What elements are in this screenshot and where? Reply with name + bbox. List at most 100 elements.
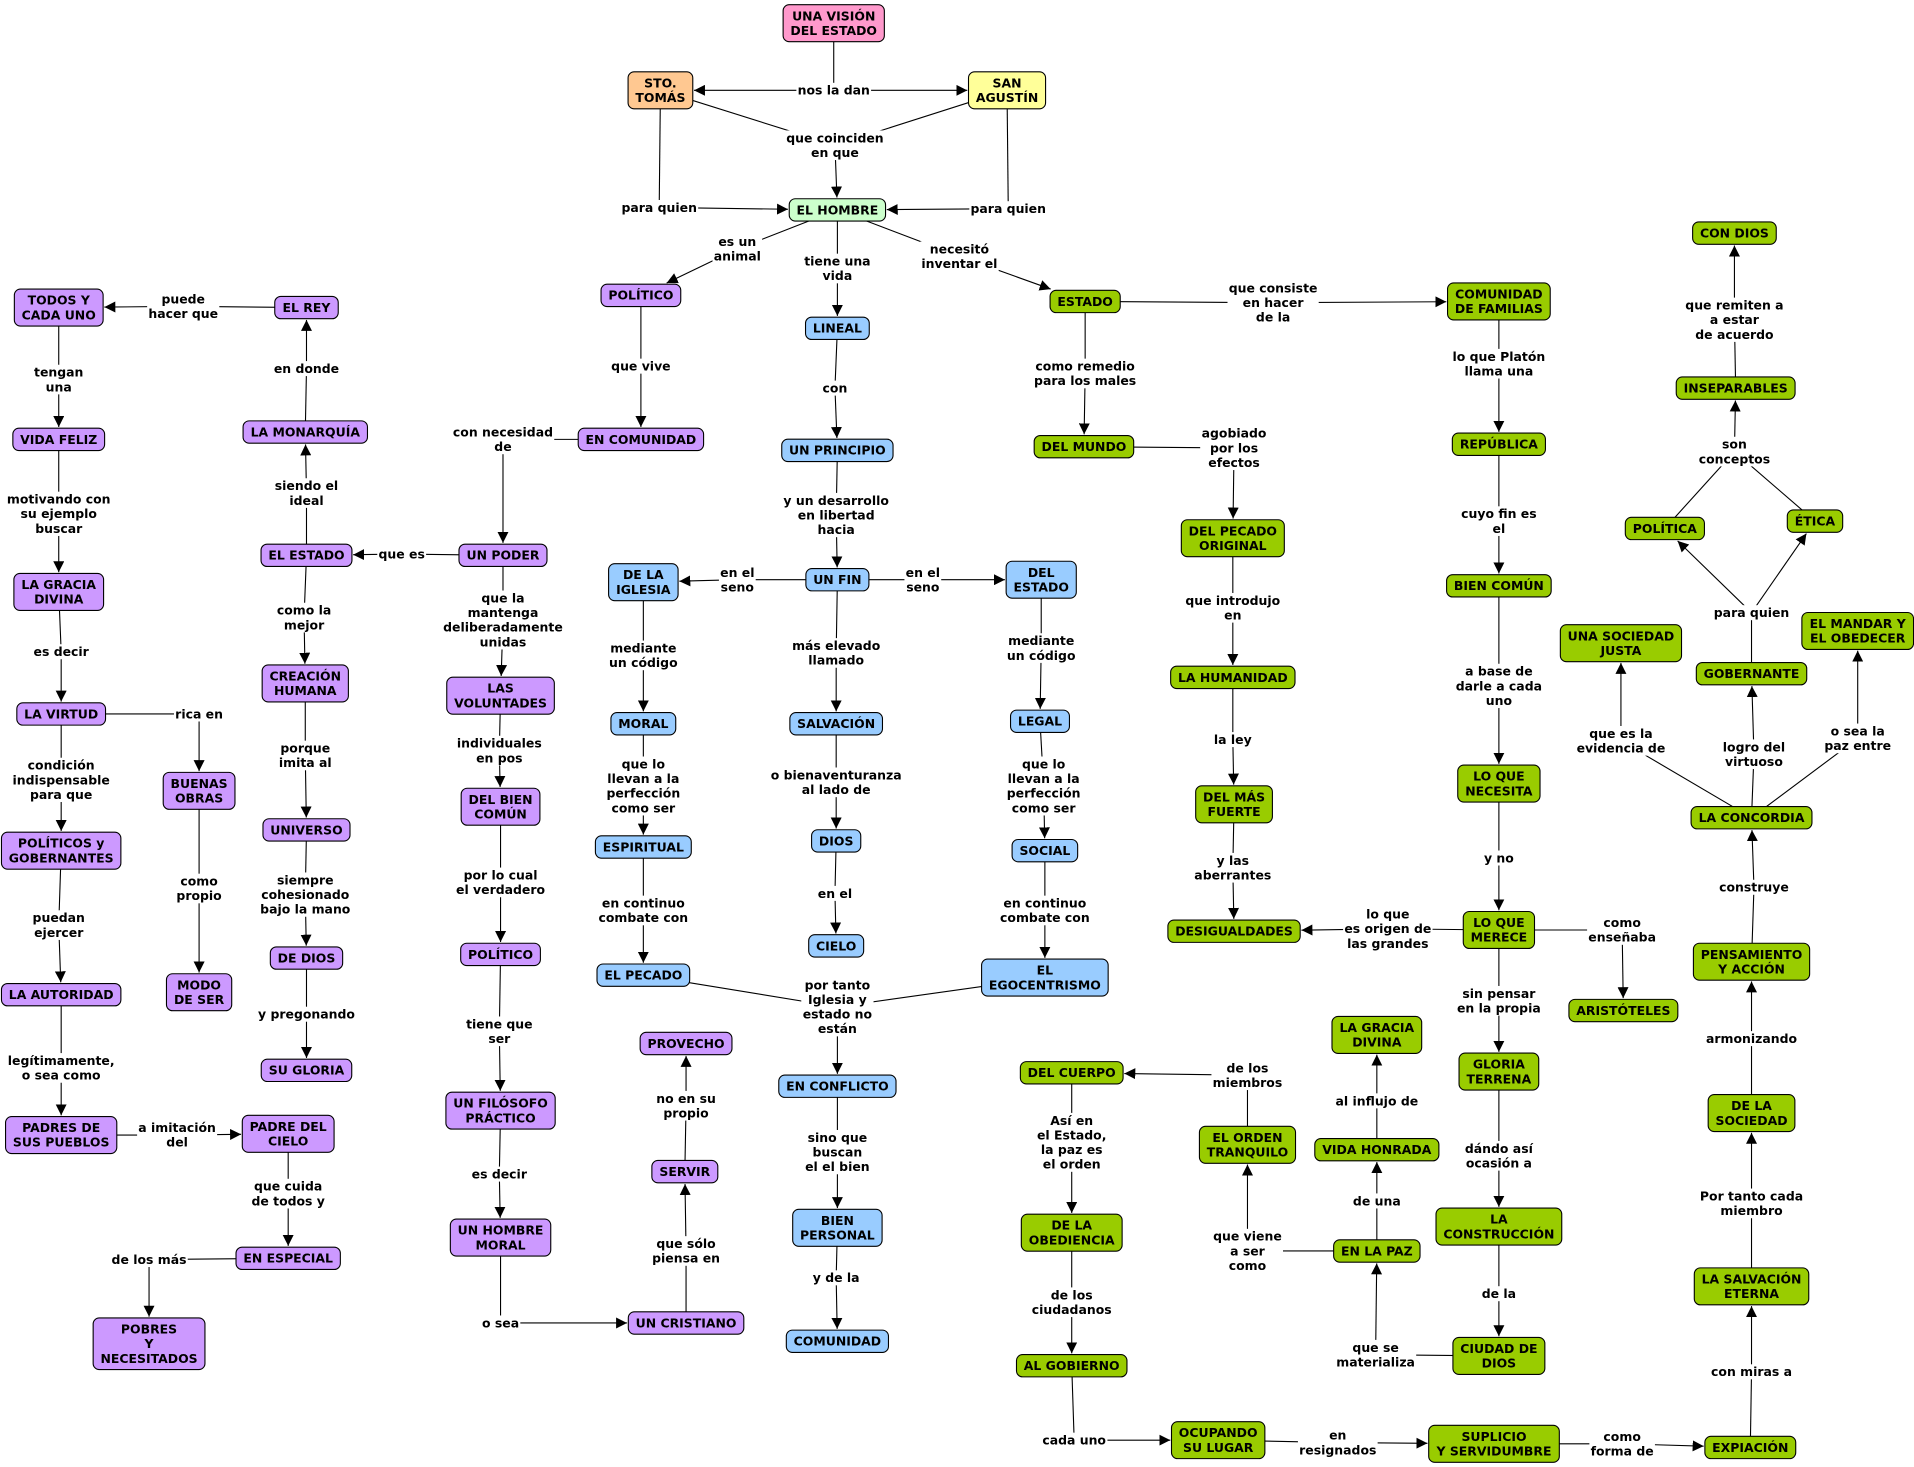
concept-politicos-y-gobernantes[interactable]: POLÍTICOS y GOBERNANTES: [0, 831, 122, 870]
concept-en-comunidad[interactable]: EN COMUNIDAD: [577, 427, 705, 452]
concept-la-concordia[interactable]: LA CONCORDIA: [1690, 806, 1813, 830]
concept-comunidad-de-familias[interactable]: COMUNIDAD DE FAMILIAS: [1447, 282, 1551, 321]
concept-ciudad-de-dios[interactable]: CIUDAD DE DIOS: [1452, 1336, 1546, 1375]
concept-lo-que-necesita[interactable]: LO QUE NECESITA: [1457, 764, 1541, 803]
concept-padres-de-sus-pueblos[interactable]: PADRES DE SUS PUEBLOS: [5, 1115, 118, 1155]
concept-un-fin[interactable]: UN FIN: [805, 568, 870, 592]
concept-la-humanidad[interactable]: LA HUMANIDAD: [1170, 665, 1296, 690]
concept-social[interactable]: SOCIAL: [1011, 838, 1079, 863]
concept-un-hombre-moral[interactable]: UN HOMBRE MORAL: [449, 1218, 552, 1257]
concept-ocupando-su-lugar[interactable]: OCUPANDO SU LUGAR: [1170, 1421, 1266, 1460]
concept-el-mandar-y-el-obedecer[interactable]: EL MANDAR Y EL OBEDECER: [1801, 611, 1914, 651]
concept-estado[interactable]: ESTADO: [1049, 289, 1121, 314]
concept-en-especial[interactable]: EN ESPECIAL: [235, 1246, 341, 1271]
concept-de-la-sociedad[interactable]: DE LA SOCIEDAD: [1707, 1094, 1796, 1133]
concept-en-la-paz[interactable]: EN LA PAZ: [1333, 1239, 1421, 1263]
concept-la-gracia-divina[interactable]: LA GRACIA DIVINA: [1331, 1015, 1423, 1054]
concept-todos-y-cada-uno[interactable]: TODOS Y CADA UNO: [13, 288, 104, 327]
concept-dios[interactable]: DIOS: [811, 829, 862, 853]
link-text: y no: [1484, 850, 1514, 865]
concept-modo-de-ser[interactable]: MODO DE SER: [165, 973, 233, 1012]
concept-servir[interactable]: SERVIR: [651, 1159, 719, 1184]
concept-aristoteles[interactable]: ARISTÓTELES: [1568, 998, 1679, 1023]
concept-del-estado[interactable]: DEL ESTADO: [1005, 560, 1077, 599]
concept-legal[interactable]: LEGAL: [1009, 709, 1070, 734]
concept-lineal[interactable]: LINEAL: [804, 316, 870, 341]
concept-salvacion[interactable]: SALVACIÓN: [789, 712, 884, 736]
concept-espiritual[interactable]: ESPIRITUAL: [594, 835, 692, 859]
concept-text: LA HUMANIDAD: [1178, 670, 1288, 685]
concept-la-gracia-divina[interactable]: LA GRACIA DIVINA: [13, 572, 105, 611]
concept-text: DEL ESTADO: [1013, 565, 1069, 595]
concept-el-egocentrismo[interactable]: EL EGOCENTRISMO: [981, 958, 1109, 997]
concept-su-gloria[interactable]: SU GLORIA: [260, 1058, 353, 1083]
concept-sto-tomas[interactable]: STO. TOMÁS: [627, 71, 694, 110]
text-line: mediante: [1008, 633, 1074, 648]
concept-inseparables[interactable]: INSEPARABLES: [1675, 376, 1796, 400]
concept-padre-del-cielo[interactable]: PADRE DEL CIELO: [241, 1114, 335, 1153]
concept-buenas-obras[interactable]: BUENAS OBRAS: [162, 771, 236, 810]
text-line: puedan: [33, 910, 85, 925]
concept-moral[interactable]: MORAL: [610, 712, 677, 736]
concept-el-pecado[interactable]: EL PECADO: [596, 963, 691, 987]
concept-expiacion[interactable]: EXPIACIÓN: [1704, 1435, 1797, 1460]
concept-desigualdades[interactable]: DESIGUALDADES: [1167, 919, 1301, 943]
concept-la-autoridad[interactable]: LA AUTORIDAD: [0, 982, 122, 1007]
concept-etica[interactable]: ÉTICA: [1786, 509, 1844, 533]
concept-del-bien-comun[interactable]: DEL BIEN COMÚN: [460, 787, 541, 826]
concept-la-construccion[interactable]: LA CONSTRUCCIÓN: [1435, 1207, 1563, 1246]
concept-con-dios[interactable]: CON DIOS: [1692, 221, 1777, 245]
concept-del-pecado-original[interactable]: DEL PECADO ORIGINAL: [1180, 519, 1285, 558]
concept-gobernante[interactable]: GOBERNANTE: [1695, 661, 1808, 686]
concept-san-agustin[interactable]: SAN AGUSTÍN: [967, 71, 1047, 110]
concept-el-hombre[interactable]: EL HOMBRE: [788, 198, 887, 222]
concept-suplicio-y-servidumbre[interactable]: SUPLICIO Y SERVIDUMBRE: [1428, 1424, 1560, 1463]
concept-una-vision-del-estado[interactable]: UNA VISIÓN DEL ESTADO: [782, 4, 885, 43]
concept-de-dios[interactable]: DE DIOS: [269, 946, 344, 970]
concept-un-poder[interactable]: UN PODER: [458, 543, 548, 568]
link-text: que es la evidencia de: [1577, 726, 1666, 756]
concept-box: [12, 427, 106, 452]
concept-el-estado[interactable]: EL ESTADO: [260, 543, 353, 568]
text-line: están: [818, 1021, 857, 1036]
concept-del-mas-fuerte[interactable]: DEL MÁS FUERTE: [1195, 785, 1273, 824]
concept-del-mundo[interactable]: DEL MUNDO: [1033, 434, 1135, 459]
concept-el-rey[interactable]: EL REY: [274, 295, 339, 320]
concept-al-gobierno[interactable]: AL GOBIERNO: [1015, 1353, 1128, 1378]
concept-box: [1692, 221, 1777, 245]
concept-lo-que-merece[interactable]: LO QUE MERECE: [1462, 910, 1536, 950]
concept-un-principio[interactable]: UN PRINCIPIO: [781, 438, 894, 463]
concept-comunidad[interactable]: COMUNIDAD: [785, 1329, 890, 1354]
concept-pensamiento-y-accion[interactable]: PENSAMIENTO Y ACCIÓN: [1692, 942, 1811, 981]
concept-bien-personal[interactable]: BIEN PERSONAL: [792, 1208, 883, 1247]
concept-vida-honrada[interactable]: VIDA HONRADA: [1314, 1137, 1440, 1162]
concept-las-voluntades[interactable]: LAS VOLUNTADES: [446, 676, 555, 715]
concept-cielo[interactable]: CIELO: [808, 934, 865, 958]
concept-un-filosofo-practico[interactable]: UN FILÓSOFO PRÁCTICO: [445, 1091, 556, 1130]
concept-en-conflicto[interactable]: EN CONFLICTO: [778, 1074, 897, 1098]
text-line: DEL BIEN: [468, 792, 532, 807]
text-line: Así en: [1050, 1113, 1093, 1128]
concept-vida-feliz[interactable]: VIDA FELIZ: [12, 427, 106, 452]
concept-el-orden-tranquilo[interactable]: EL ORDEN TRANQUILO: [1198, 1125, 1297, 1164]
concept-de-la-obediencia[interactable]: DE LA OBEDIENCIA: [1020, 1213, 1123, 1252]
concept-una-sociedad-justa[interactable]: UNA SOCIEDAD JUSTA: [1559, 624, 1683, 663]
concept-politico[interactable]: POLÍTICO: [600, 283, 682, 308]
concept-politico[interactable]: POLÍTICO: [460, 942, 541, 967]
concept-politica[interactable]: POLÍTICA: [1624, 516, 1705, 541]
concept-universo[interactable]: UNIVERSO: [262, 818, 351, 842]
concept-provecho[interactable]: PROVECHO: [639, 1031, 733, 1056]
concept-pobres-y-necesitados[interactable]: POBRES Y NECESITADOS: [92, 1317, 206, 1371]
concept-creacion-humana[interactable]: CREACIÓN HUMANA: [261, 664, 349, 703]
concept-un-cristiano[interactable]: UN CRISTIANO: [627, 1311, 745, 1335]
concept-la-virtud[interactable]: LA VIRTUD: [16, 702, 107, 726]
concept-la-salvacion-eterna[interactable]: LA SALVACIÓN ETERNA: [1693, 1267, 1810, 1306]
text-line: al lado de: [802, 782, 871, 797]
concept-la-monarquia[interactable]: LA MONARQUÍA: [242, 420, 369, 444]
concept-de-la-iglesia[interactable]: DE LA IGLESIA: [608, 563, 679, 602]
concept-republica[interactable]: REPÚBLICA: [1451, 432, 1546, 456]
concept-bien-comun[interactable]: BIEN COMÚN: [1446, 574, 1552, 598]
text-line: por los: [1210, 440, 1258, 455]
concept-del-cuerpo[interactable]: DEL CUERPO: [1019, 1061, 1124, 1085]
concept-gloria-terrena[interactable]: GLORIA TERRENA: [1458, 1052, 1540, 1091]
